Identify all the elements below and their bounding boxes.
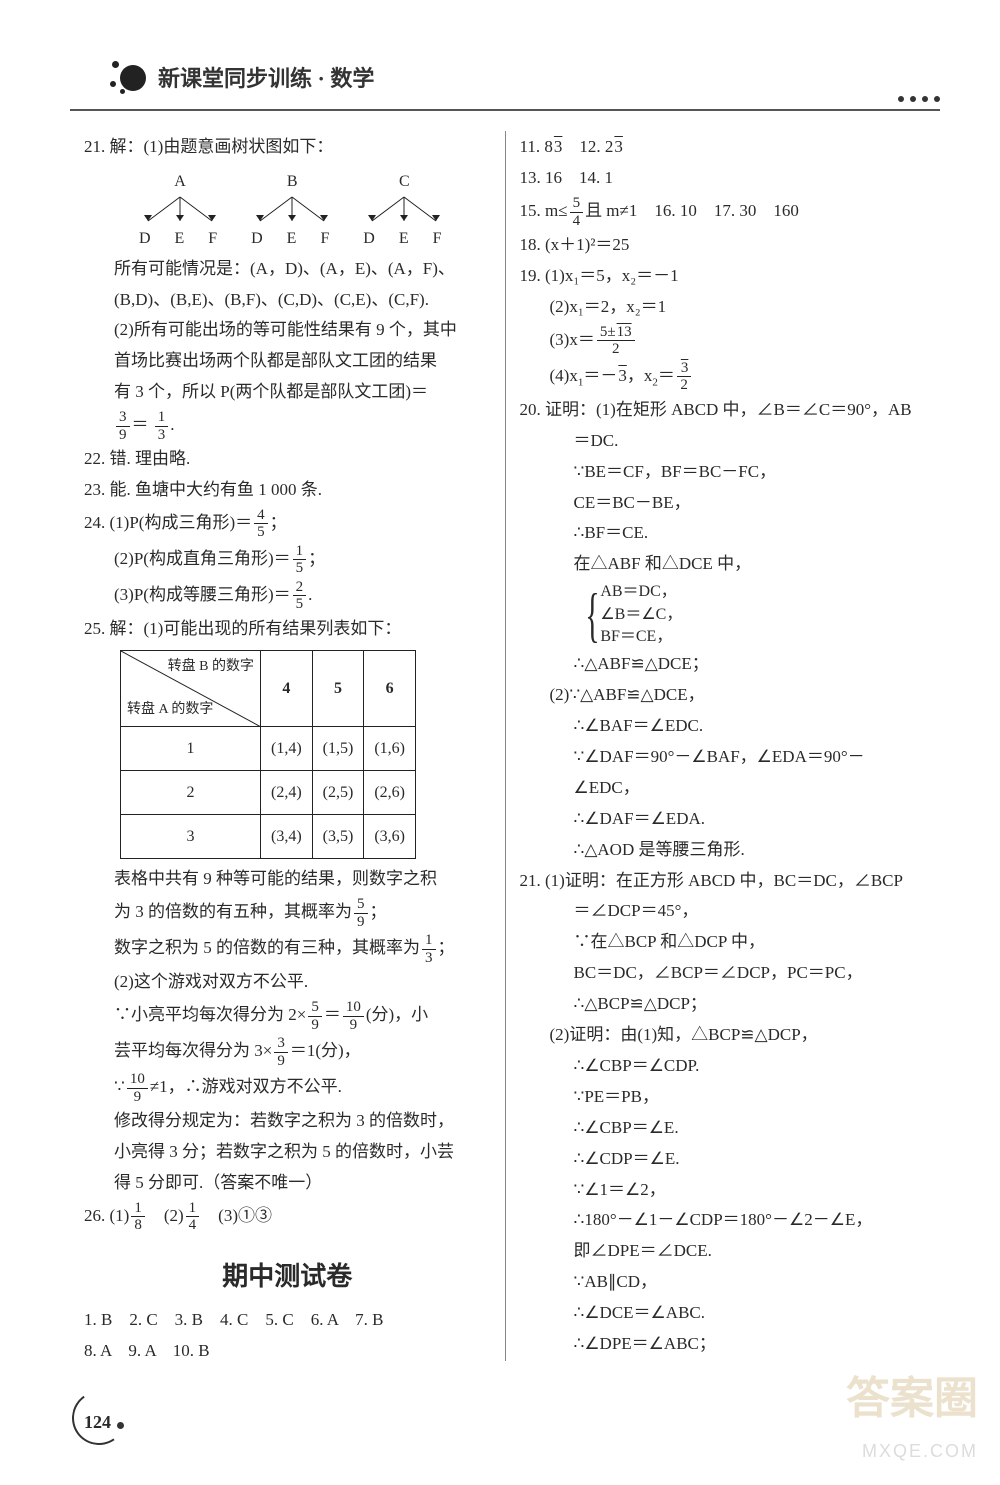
header-logo-icon: [110, 61, 146, 97]
text: ∠EDC，: [520, 774, 927, 803]
mc-row: 1. B 2. C 3. B 4. C 5. C 6. A 7. B: [84, 1306, 491, 1335]
tree-top: B: [245, 168, 339, 195]
text: ∵∠DAF＝90°－∠BAF，∠EDA＝90°－: [520, 743, 927, 772]
text: 20. 证明：(1)在矩形 ABCD 中，∠B＝∠C＝90°，AB: [520, 396, 927, 425]
q22: 22. 错. 理由略.: [84, 445, 491, 474]
text: (2)证明：由(1)知，△BCP≌△DCP，: [520, 1021, 927, 1050]
text: ∵∠1＝∠2，: [520, 1176, 927, 1205]
text: ∴△AOD 是等腰三角形.: [520, 836, 927, 865]
text: (B,D)、(B,E)、(B,F)、(C,D)、(C,E)、(C,F).: [84, 286, 491, 315]
text: ∴△ABF≌△DCE；: [520, 650, 927, 679]
q24-1: 24. (1)P(构成三角形)＝45；: [84, 507, 491, 541]
tree-bot: D E F: [245, 225, 339, 252]
text: 表格中共有 9 种等可能的结果，则数字之积: [84, 865, 491, 894]
text: ∴∠BAF＝∠EDC.: [520, 712, 927, 741]
text: 芸平均每次得分为 3×39＝1(分)，: [84, 1035, 491, 1069]
q26: 26. (1)18 (2)14 (3)①③: [84, 1200, 491, 1234]
text: ∴180°－∠1－∠CDP＝180°－∠2－∠E，: [520, 1206, 927, 1235]
diag-label-a: 转盘 A 的数字: [127, 698, 213, 722]
mc-row: 8. A 9. A 10. B: [84, 1337, 491, 1362]
q21-head: 21. 解：(1)由题意画树状图如下：: [84, 133, 491, 162]
text: ∴∠DCE＝∠ABC.: [520, 1299, 927, 1328]
tree-bot: D E F: [133, 225, 227, 252]
text: 13. 16 14. 1: [520, 164, 927, 193]
table-row: 2 (2,4) (2,5) (2,6): [121, 770, 416, 814]
col-head: 5: [312, 650, 364, 726]
text: 在△ABF 和△DCE 中，: [520, 550, 927, 579]
text: (4)x1＝－3，x2＝32: [520, 360, 927, 394]
text: 首场比赛出场两个队都是部队文工团的结果: [84, 347, 491, 376]
header-dots-icon: [898, 96, 940, 102]
text: (2)这个游戏对双方不公平.: [84, 968, 491, 997]
text: ∵在△BCP 和△DCP 中，: [520, 928, 927, 957]
text: 21. (1)证明：在正方形 ABCD 中，BC＝DC，∠BCP: [520, 867, 927, 896]
watermark: 答案圈 MXQE.COM: [846, 1362, 978, 1467]
text: ∵109≠1，∴游戏对双方不公平.: [84, 1071, 491, 1105]
tree-branches-icon: [140, 195, 220, 225]
text: ＝∠DCP＝45°，: [520, 897, 927, 926]
text: 15. m≤54且 m≠1 16. 10 17. 30 160: [520, 195, 927, 229]
text: 修改得分规定为：若数字之积为 3 的倍数时，: [84, 1107, 491, 1136]
text: ∴∠DAF＝∠EDA.: [520, 805, 927, 834]
text: ∵PE＝PB，: [520, 1083, 927, 1112]
tree-top: C: [357, 168, 451, 195]
col-head: 6: [364, 650, 416, 726]
section-title: 期中测试卷: [84, 1254, 491, 1298]
text: ∴BF＝CE.: [520, 519, 927, 548]
tree-diagram: A D E F B D E F C D E F: [84, 164, 491, 252]
text: ∴∠CBP＝∠CDP.: [520, 1052, 927, 1081]
text: (2)∵△ABF≌△DCE，: [520, 681, 927, 710]
text: (2)x₁＝2，x₂＝1: [520, 293, 927, 322]
watermark-small: MXQE.COM: [846, 1436, 978, 1467]
text: ∴∠CBP＝∠E.: [520, 1114, 927, 1143]
page-number-badge: 124: [72, 1391, 126, 1445]
text: (2)所有可能出场的等可能性结果有 9 个，其中: [84, 316, 491, 345]
text: 得 5 分即可.（答案不唯一）: [84, 1169, 491, 1198]
brace-group: { AB＝DC， ∠B＝∠C， BF＝CE，: [520, 581, 927, 648]
left-column: 21. 解：(1)由题意画树状图如下： A D E F B D E F C: [70, 131, 506, 1361]
text: 数字之积为 5 的倍数的有三种，其概率为13；: [84, 932, 491, 966]
text: 11. 83 12. 23: [520, 133, 927, 162]
outcome-table: 转盘 A 的数字 转盘 B 的数字 4 5 6 1 (1,4) (1,5) (1…: [120, 650, 416, 860]
text: 39＝ 13.: [84, 409, 491, 443]
text: CE＝BC－BE，: [520, 489, 927, 518]
text: (3)x＝5±132: [520, 324, 927, 358]
header-title: 新课堂同步训练 · 数学: [158, 60, 374, 97]
text: 19. (1)x₁＝5，x₂＝－1: [520, 262, 927, 291]
table-row: 1 (1,4) (1,5) (1,6): [121, 726, 416, 770]
text: ∵AB∥CD，: [520, 1268, 927, 1297]
text: 即∠DPE＝∠DCE.: [520, 1237, 927, 1266]
tree-top: A: [133, 168, 227, 195]
page-header: 新课堂同步训练 · 数学: [0, 0, 1000, 105]
text: 为 3 的倍数的有五种，其概率为59；: [84, 896, 491, 930]
text: ∵BE＝CF，BF＝BC－FC，: [520, 458, 927, 487]
text: 小亮得 3 分；若数字之积为 5 的倍数时，小芸: [84, 1138, 491, 1167]
text: ∴△BCP≌△DCP；: [520, 990, 927, 1019]
q24-2: (2)P(构成直角三角形)＝15；: [84, 543, 491, 577]
q25-head: 25. 解：(1)可能出现的所有结果列表如下：: [84, 615, 491, 644]
text: 18. (x＋1)²＝25: [520, 231, 927, 260]
tree-bot: D E F: [357, 225, 451, 252]
right-column: 11. 83 12. 23 13. 16 14. 1 15. m≤54且 m≠1…: [506, 131, 941, 1361]
watermark-big: 答案圈: [846, 1362, 978, 1437]
text: ∵小亮平均每次得分为 2×59＝109(分)，小: [84, 999, 491, 1033]
col-head: 4: [261, 650, 313, 726]
q24-3: (3)P(构成等腰三角形)＝25.: [84, 579, 491, 613]
page-number: 124: [84, 1407, 111, 1438]
q23: 23. 能. 鱼塘中大约有鱼 1 000 条.: [84, 476, 491, 505]
text: ∴∠CDP＝∠E.: [520, 1145, 927, 1174]
diag-label-b: 转盘 B 的数字: [168, 655, 254, 679]
text: BC＝DC，∠BCP＝∠DCP，PC＝PC，: [520, 959, 927, 988]
text: 有 3 个，所以 P(两个队都是部队文工团)＝: [84, 378, 491, 407]
table-row: 3 (3,4) (3,5) (3,6): [121, 815, 416, 859]
text: ＝DC.: [520, 427, 927, 456]
text: ∴∠DPE＝∠ABC；: [520, 1330, 927, 1359]
text: 所有可能情况是：(A，D)、(A，E)、(A，F)、: [84, 255, 491, 284]
